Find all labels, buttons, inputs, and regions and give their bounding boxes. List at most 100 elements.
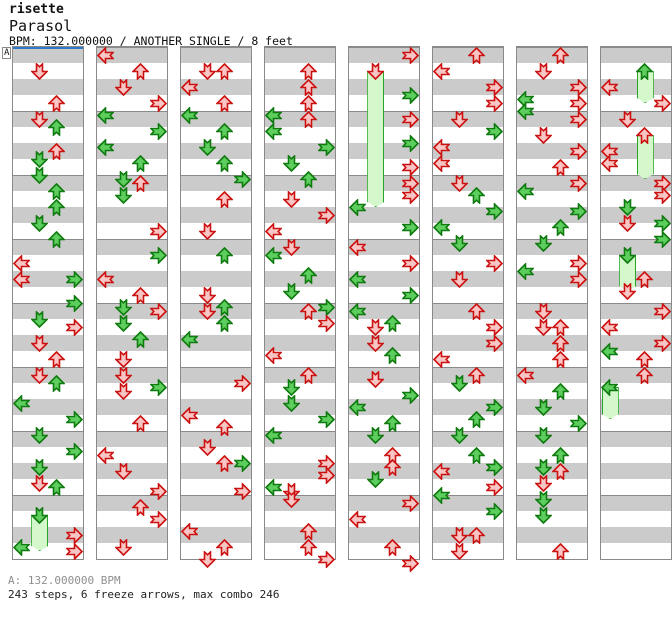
- left-arrow-icon: [97, 106, 115, 124]
- difficulty-info: BPM: 132.000000 / ANOTHER SINGLE / 8 fee…: [9, 34, 293, 48]
- down-arrow-icon: [282, 378, 300, 396]
- left-arrow-icon: [601, 318, 619, 336]
- down-arrow-icon: [366, 62, 384, 80]
- down-arrow-icon: [30, 474, 48, 492]
- left-arrow-icon: [349, 198, 367, 216]
- up-arrow-icon: [48, 94, 66, 112]
- down-arrow-icon: [30, 426, 48, 444]
- right-arrow-icon: [401, 110, 419, 128]
- right-arrow-icon: [233, 482, 251, 500]
- up-arrow-icon: [552, 46, 570, 64]
- down-arrow-icon: [450, 542, 468, 560]
- up-arrow-icon: [132, 154, 150, 172]
- up-arrow-icon: [552, 382, 570, 400]
- up-arrow-icon: [468, 410, 486, 428]
- right-arrow-icon: [485, 202, 503, 220]
- up-arrow-icon: [468, 302, 486, 320]
- left-arrow-icon: [433, 350, 451, 368]
- right-arrow-icon: [485, 334, 503, 352]
- right-arrow-icon: [149, 510, 167, 528]
- up-arrow-icon: [552, 318, 570, 336]
- down-arrow-icon: [534, 234, 552, 252]
- left-arrow-icon: [13, 254, 31, 272]
- up-arrow-icon: [300, 366, 318, 384]
- up-arrow-icon: [48, 478, 66, 496]
- chart-column-8: [600, 46, 672, 560]
- up-arrow-icon: [300, 110, 318, 128]
- down-arrow-icon: [450, 426, 468, 444]
- down-arrow-icon: [198, 138, 216, 156]
- down-arrow-icon: [114, 382, 132, 400]
- up-arrow-icon: [132, 62, 150, 80]
- bpm-marker-legend: A: 132.000000 BPM: [8, 574, 121, 587]
- left-arrow-icon: [349, 238, 367, 256]
- up-arrow-icon: [384, 458, 402, 476]
- left-arrow-icon: [181, 522, 199, 540]
- right-arrow-icon: [485, 502, 503, 520]
- up-arrow-icon: [300, 522, 318, 540]
- down-arrow-icon: [198, 550, 216, 568]
- right-arrow-icon: [401, 134, 419, 152]
- down-arrow-icon: [114, 186, 132, 204]
- up-arrow-icon: [636, 350, 654, 368]
- down-arrow-icon: [30, 150, 48, 168]
- left-arrow-icon: [265, 222, 283, 240]
- down-arrow-icon: [450, 526, 468, 544]
- left-arrow-icon: [349, 270, 367, 288]
- down-arrow-icon: [366, 370, 384, 388]
- down-arrow-icon: [534, 506, 552, 524]
- up-arrow-icon: [300, 62, 318, 80]
- down-arrow-icon: [450, 174, 468, 192]
- down-arrow-icon: [114, 314, 132, 332]
- down-arrow-icon: [114, 298, 132, 316]
- up-arrow-icon: [468, 446, 486, 464]
- left-arrow-icon: [97, 46, 115, 64]
- up-arrow-icon: [132, 330, 150, 348]
- up-arrow-icon: [300, 302, 318, 320]
- down-arrow-icon: [282, 490, 300, 508]
- right-arrow-icon: [149, 222, 167, 240]
- left-arrow-icon: [13, 394, 31, 412]
- left-arrow-icon: [517, 102, 535, 120]
- left-arrow-icon: [265, 122, 283, 140]
- right-arrow-icon: [401, 158, 419, 176]
- chart-column-5: [348, 46, 420, 572]
- left-arrow-icon: [433, 62, 451, 80]
- down-arrow-icon: [114, 170, 132, 188]
- down-arrow-icon: [198, 438, 216, 456]
- chart-column-7: [516, 46, 588, 560]
- up-arrow-icon: [552, 158, 570, 176]
- artist-name: risette: [9, 2, 64, 17]
- right-arrow-icon: [485, 398, 503, 416]
- up-arrow-icon: [216, 154, 234, 172]
- right-arrow-icon: [569, 94, 587, 112]
- up-arrow-icon: [216, 418, 234, 436]
- left-arrow-icon: [265, 346, 283, 364]
- down-arrow-icon: [114, 366, 132, 384]
- down-arrow-icon: [534, 398, 552, 416]
- up-arrow-icon: [300, 538, 318, 556]
- down-arrow-icon: [534, 490, 552, 508]
- right-arrow-icon: [569, 270, 587, 288]
- right-arrow-icon: [65, 442, 83, 460]
- up-arrow-icon: [48, 118, 66, 136]
- up-arrow-icon: [48, 198, 66, 216]
- up-arrow-icon: [216, 62, 234, 80]
- down-arrow-icon: [450, 374, 468, 392]
- left-arrow-icon: [13, 270, 31, 288]
- down-arrow-icon: [198, 222, 216, 240]
- up-arrow-icon: [216, 190, 234, 208]
- right-arrow-icon: [149, 482, 167, 500]
- right-arrow-icon: [149, 378, 167, 396]
- down-arrow-icon: [450, 234, 468, 252]
- song-title: Parasol: [9, 17, 73, 35]
- right-arrow-icon: [401, 494, 419, 512]
- up-arrow-icon: [216, 246, 234, 264]
- up-arrow-icon: [552, 350, 570, 368]
- up-arrow-icon: [48, 374, 66, 392]
- right-arrow-icon: [401, 186, 419, 204]
- right-arrow-icon: [653, 334, 671, 352]
- down-arrow-icon: [30, 166, 48, 184]
- right-arrow-icon: [653, 230, 671, 248]
